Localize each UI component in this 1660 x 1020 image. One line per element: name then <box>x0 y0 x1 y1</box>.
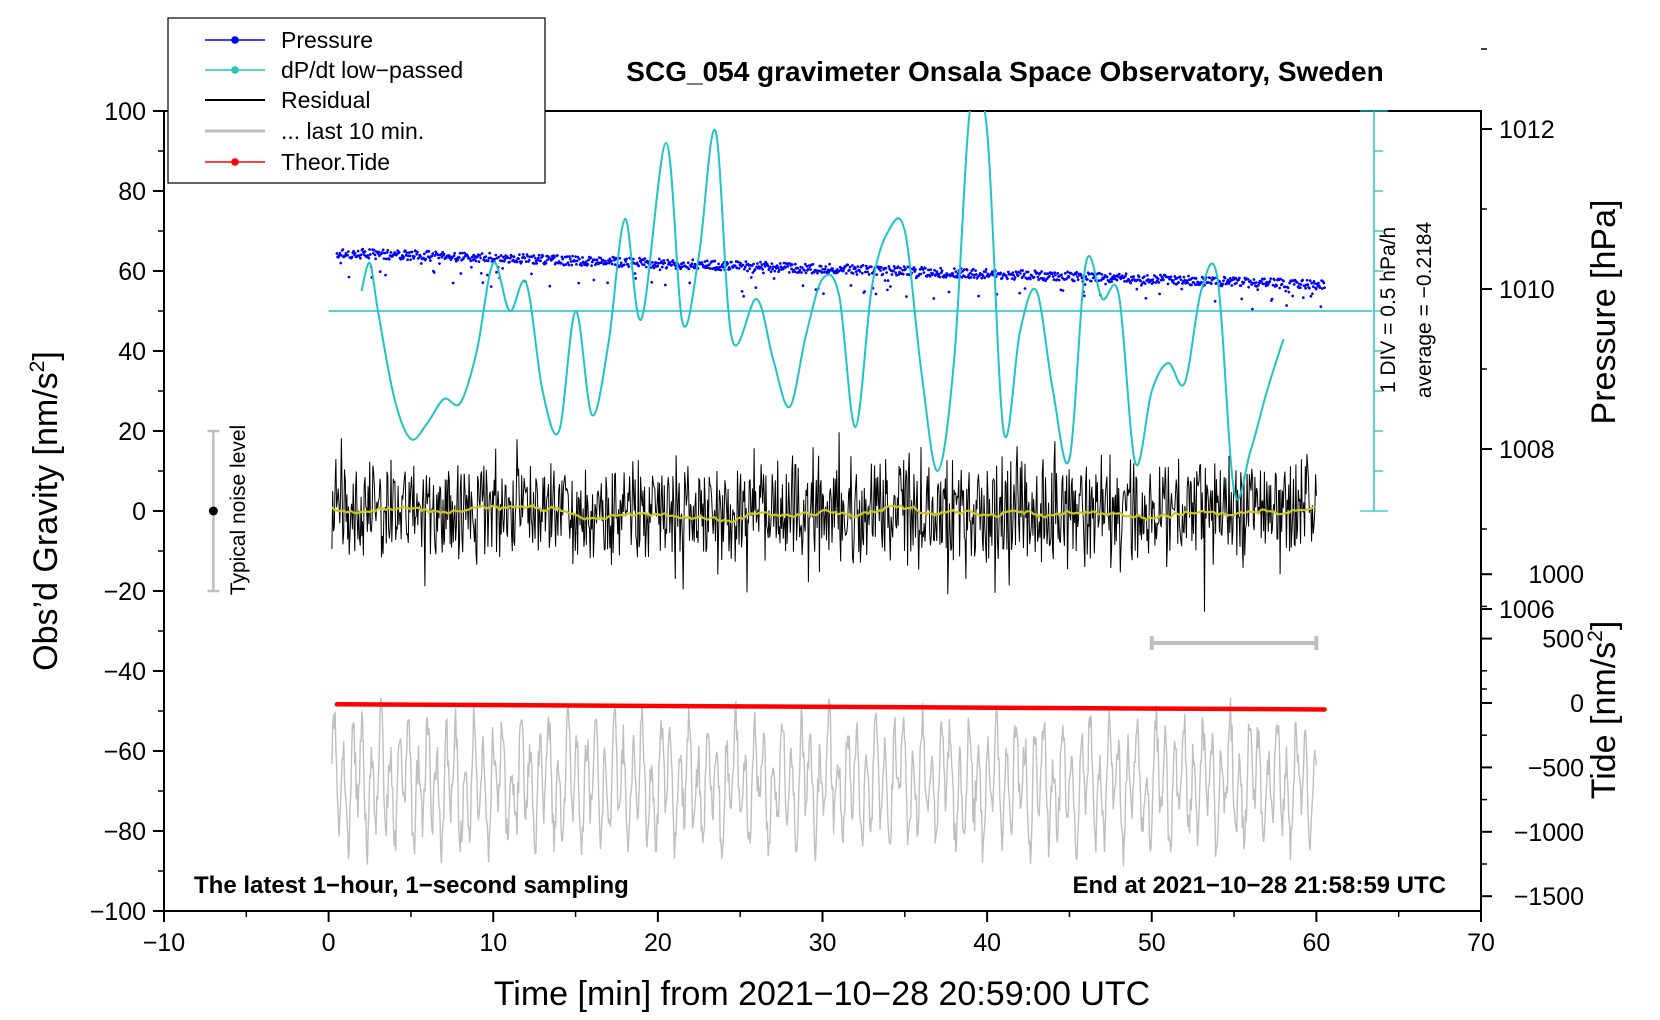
legend-item-pressure: Pressure <box>205 27 373 53</box>
last10-line <box>331 697 1318 867</box>
noise-bar-center <box>208 506 218 516</box>
y-tick-label-10: −100 <box>90 898 146 926</box>
tide-tick-label-1: 500 <box>1542 626 1584 654</box>
y-tick-label-0: 100 <box>104 98 146 126</box>
tide-tick-label-3: −500 <box>1528 754 1584 782</box>
legend-label-last10: ... last 10 min. <box>281 118 424 144</box>
last10-series <box>331 697 1318 867</box>
x-tick-label-7: 60 <box>1302 929 1330 957</box>
legend: Pressure dP/dt low−passed Residual ... l… <box>167 17 546 184</box>
x-tick-label-2: 10 <box>479 929 507 957</box>
note-left: The latest 1−hour, 1−second sampling <box>194 872 629 899</box>
legend-label-pressure: Pressure <box>281 27 373 53</box>
legend-item-dpdt: dP/dt low−passed <box>205 57 463 83</box>
tide-series <box>334 702 1327 712</box>
dpdt-line <box>360 111 1285 501</box>
y-tick-label-9: −80 <box>104 818 146 846</box>
y-axis-left-title-end: ] <box>27 351 65 360</box>
y-axis-left-title-sup: 2 <box>26 361 49 373</box>
y-tick-label-1: 80 <box>118 178 146 206</box>
y-axis-tide: 1000 500 0 −500 −1000 −1500 <box>1481 561 1584 911</box>
legend-marker-dpdt <box>231 66 239 74</box>
y-axis-tide-title-sup: 2 <box>1584 630 1607 642</box>
y-tick-label-8: −60 <box>104 738 146 766</box>
y-axis-left-title: Obs’d Gravity [nm/s2] <box>26 351 65 671</box>
legend-item-residual: Residual <box>205 87 371 113</box>
y-tick-label-7: −40 <box>104 658 146 686</box>
y-axis-tide-title: Tide [nm/s2] <box>1584 621 1623 800</box>
y-tick-label-3: 40 <box>118 338 146 366</box>
pressure-tick-label-2: 1008 <box>1499 436 1555 464</box>
y-axis-tide-title-main: Tide [nm/s <box>1585 642 1623 799</box>
dpdt-series <box>328 110 1388 512</box>
annotations <box>207 429 1319 650</box>
x-tick-label-5: 40 <box>973 929 1001 957</box>
legend-label-tide: Theor.Tide <box>281 149 390 175</box>
pressure-tick-label-3: 1006 <box>1499 596 1555 624</box>
y-tick-label-6: −20 <box>104 578 146 606</box>
legend-item-tide: Theor.Tide <box>205 149 390 175</box>
x-axis-title: Time [min] from 2021−10−28 20:59:00 UTC <box>494 975 1150 1013</box>
y-axis-pressure: 1012 1010 1008 1006 <box>1481 48 1555 690</box>
x-tick-label-1: 0 <box>322 929 336 957</box>
x-tick-label-4: 30 <box>809 929 837 957</box>
tide-tick-label-4: −1000 <box>1514 819 1584 847</box>
y-axis-pressure-title: Pressure [hPa] <box>1585 200 1623 425</box>
residual-line <box>331 432 1317 612</box>
y-axis-tide-title-end: ] <box>1585 621 1623 630</box>
legend-marker-pressure <box>231 36 239 44</box>
tide-tick-label-2: 0 <box>1570 690 1584 718</box>
x-tick-label-0: −10 <box>143 929 185 957</box>
legend-marker-tide <box>231 158 239 166</box>
y-axis-left-title-main: Obs’d Gravity [nm/s <box>27 372 65 671</box>
dpdt-average-label: average = −0.2184 <box>1413 222 1436 399</box>
smoothed-line <box>331 503 1316 524</box>
y-tick-label-2: 60 <box>118 258 146 286</box>
x-tick-label-6: 50 <box>1138 929 1166 957</box>
pressure-points <box>335 247 1327 311</box>
noise-level-label: Typical noise level <box>227 425 250 595</box>
y-tick-label-5: 0 <box>132 498 146 526</box>
residual-series <box>331 432 1317 612</box>
tide-tick-label-0: 1000 <box>1528 561 1584 589</box>
tide-line <box>334 702 1327 712</box>
pressure-tick-label-0: 1012 <box>1499 116 1555 144</box>
x-tick-label-8: 70 <box>1467 929 1495 957</box>
chart-title: SCG_054 gravimeter Onsala Space Observat… <box>626 56 1383 87</box>
x-tick-label-3: 20 <box>644 929 672 957</box>
x-axis: −10 0 10 20 30 40 50 60 70 <box>143 911 1495 957</box>
smoothed-series <box>331 503 1316 524</box>
y-tick-label-4: 20 <box>118 418 146 446</box>
legend-label-dpdt: dP/dt low−passed <box>281 57 463 83</box>
y-axis-left: 100 80 60 40 20 0 −20 −40 −60 −80 −100 <box>90 98 164 926</box>
pressure-series <box>335 247 1327 311</box>
legend-item-last10: ... last 10 min. <box>205 118 424 144</box>
dpdt-div-label: 1 DIV = 0.5 hPa/h <box>1377 227 1400 393</box>
tide-tick-label-5: −1500 <box>1514 883 1584 911</box>
legend-label-residual: Residual <box>281 87 371 113</box>
pressure-tick-label-1: 1010 <box>1499 276 1555 304</box>
note-right: End at 2021−10−28 21:58:59 UTC <box>1072 872 1446 899</box>
